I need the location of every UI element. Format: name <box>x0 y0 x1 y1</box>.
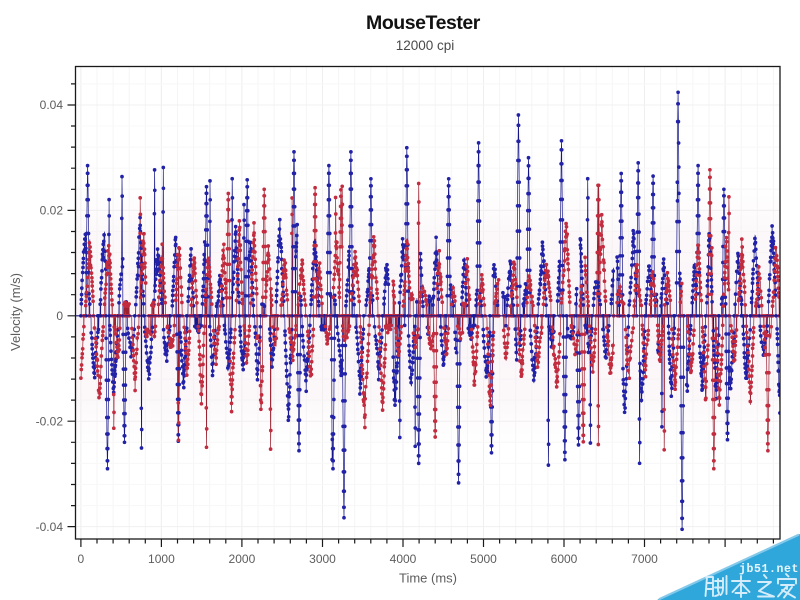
svg-text:MouseTester: MouseTester <box>366 12 481 34</box>
svg-text:1000: 1000 <box>148 552 175 566</box>
svg-text:2000: 2000 <box>229 552 256 566</box>
svg-text:4000: 4000 <box>390 552 417 566</box>
svg-text:-0.02: -0.02 <box>36 414 64 428</box>
svg-text:6000: 6000 <box>551 552 578 566</box>
svg-text:-0.04: -0.04 <box>36 520 64 534</box>
svg-text:0.02: 0.02 <box>40 204 64 218</box>
svg-text:7000: 7000 <box>631 552 658 566</box>
svg-text:jb51.net: jb51.net <box>739 563 799 576</box>
svg-text:12000 cpi: 12000 cpi <box>396 38 455 53</box>
svg-text:0: 0 <box>56 309 63 323</box>
svg-text:Velocity (m/s): Velocity (m/s) <box>8 273 23 351</box>
svg-text:Time (ms): Time (ms) <box>399 571 457 586</box>
svg-text:0: 0 <box>78 552 85 566</box>
svg-text:5000: 5000 <box>470 552 497 566</box>
svg-text:0.04: 0.04 <box>40 98 64 112</box>
svg-text:3000: 3000 <box>309 552 336 566</box>
